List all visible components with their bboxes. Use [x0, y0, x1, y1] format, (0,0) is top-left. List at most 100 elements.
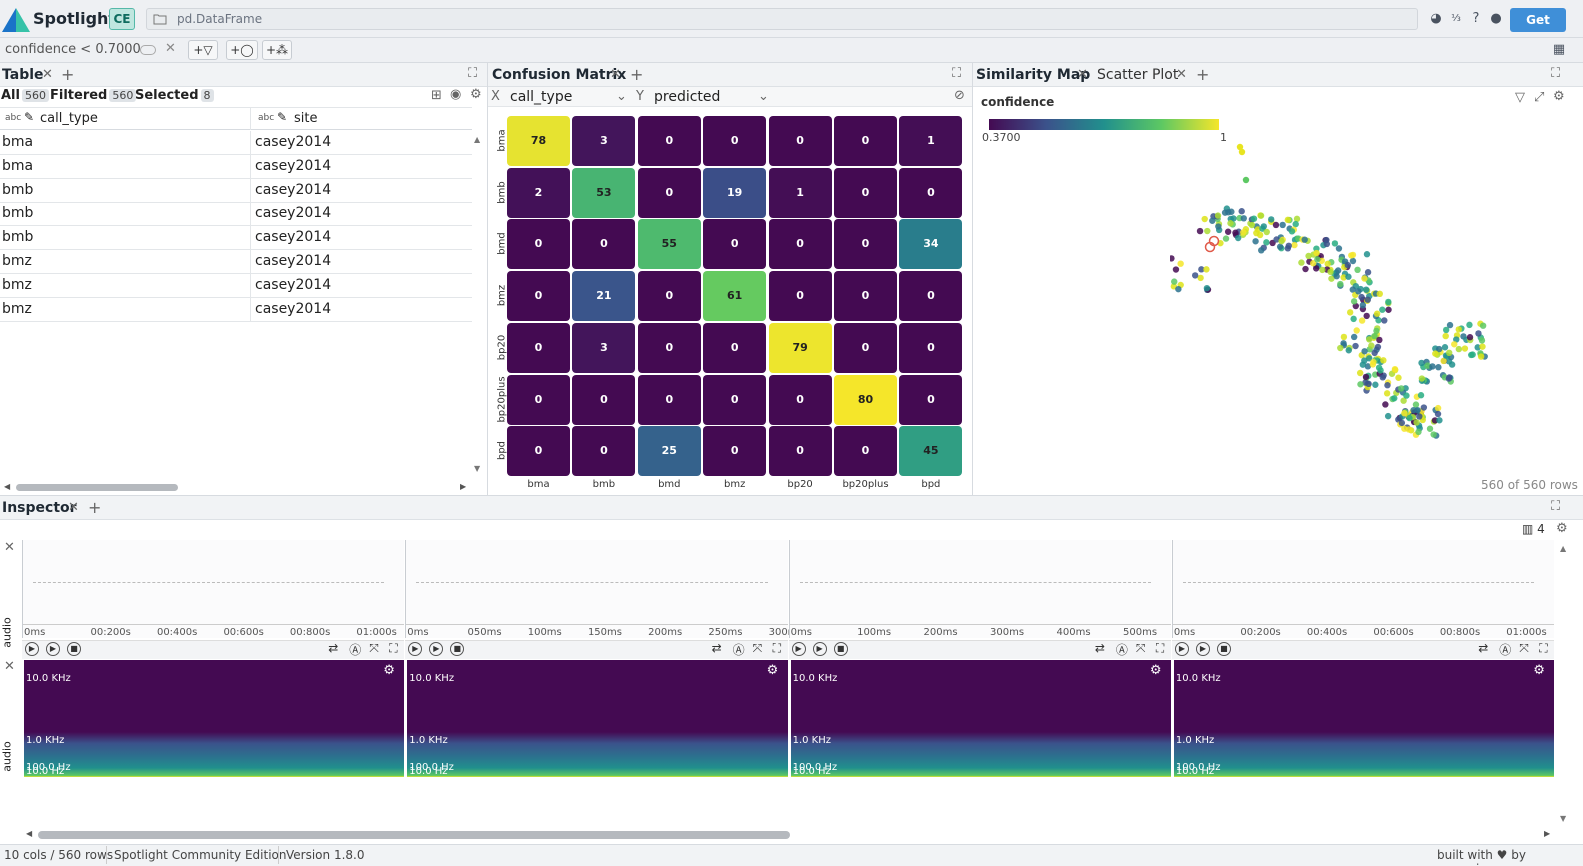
map-point[interactable]	[1278, 237, 1285, 245]
help-icon[interactable]: ?	[1472, 11, 1480, 26]
map-point[interactable]	[1240, 215, 1247, 222]
map-point[interactable]	[1291, 241, 1298, 249]
map-point[interactable]	[1442, 332, 1449, 340]
map-point[interactable]	[1346, 309, 1354, 316]
map-point[interactable]	[1260, 223, 1268, 230]
map-point[interactable]	[1363, 251, 1371, 258]
map-point[interactable]	[1224, 228, 1232, 235]
map-point[interactable]	[1376, 290, 1383, 298]
map-point[interactable]	[1391, 395, 1398, 402]
spectrogram[interactable]	[405, 660, 788, 777]
map-point[interactable]	[1401, 409, 1408, 417]
matrix-cell[interactable]: 0	[768, 426, 832, 477]
map-point[interactable]	[1227, 220, 1234, 227]
matrix-cell[interactable]: 0	[507, 322, 570, 373]
matrix-cell[interactable]: 79	[768, 322, 832, 373]
fullscreen-icon[interactable]: ⛶	[1155, 641, 1165, 655]
waveform[interactable]	[788, 540, 1171, 638]
close-tab-icon[interactable]: ✕	[1176, 67, 1187, 82]
table-row[interactable]: bmz casey2014	[0, 297, 472, 322]
map-point[interactable]	[1350, 298, 1358, 305]
map-point[interactable]	[1197, 274, 1204, 282]
maximize-icon[interactable]: ⛶	[952, 66, 962, 81]
map-point[interactable]	[1442, 326, 1450, 334]
matrix-cell[interactable]: 0	[768, 219, 832, 270]
matrix-cell[interactable]: 0	[703, 116, 767, 166]
map-point[interactable]	[1352, 342, 1359, 350]
map-point[interactable]	[1252, 238, 1259, 245]
filter-icon[interactable]: ▽	[1515, 90, 1525, 105]
scroll-left-icon[interactable]: ◀	[4, 482, 11, 491]
add-tab-icon[interactable]: +	[61, 65, 75, 84]
table-row[interactable]: bmz casey2014	[0, 250, 472, 274]
play-icon[interactable]: ▶	[429, 642, 444, 656]
map-point[interactable]	[1288, 228, 1296, 235]
map-point[interactable]	[1331, 240, 1339, 247]
map-point[interactable]	[1366, 336, 1373, 343]
matrix-cell[interactable]: 0	[834, 219, 897, 270]
matrix-cell[interactable]: 0	[703, 374, 767, 425]
map-point[interactable]	[1345, 347, 1352, 354]
palette-icon[interactable]: ◕	[1430, 11, 1442, 26]
map-point[interactable]	[1293, 215, 1301, 223]
settings-icon[interactable]: ⚙	[1553, 89, 1565, 104]
map-point[interactable]	[1379, 374, 1386, 381]
map-point[interactable]	[1477, 353, 1485, 360]
skip-back-icon[interactable]: ▶	[1174, 642, 1189, 656]
map-point[interactable]	[1228, 208, 1235, 215]
map-point[interactable]	[1410, 406, 1417, 414]
map-point[interactable]	[1416, 413, 1423, 420]
add-tag-filter-button[interactable]: +⁂	[262, 40, 292, 60]
map-point[interactable]	[1420, 404, 1428, 411]
close-tab-icon[interactable]: ✕	[1077, 67, 1088, 82]
tab-filtered[interactable]: Filtered 560	[50, 88, 137, 103]
map-point[interactable]	[1350, 315, 1357, 323]
map-point[interactable]	[1395, 374, 1402, 381]
skip-back-icon[interactable]: ▶	[791, 642, 806, 656]
map-point[interactable]	[1366, 355, 1373, 362]
matrix-cell[interactable]: 0	[507, 374, 570, 425]
map-point[interactable]	[1361, 348, 1368, 355]
map-point[interactable]	[1455, 326, 1462, 333]
map-point[interactable]	[1319, 266, 1326, 274]
map-point[interactable]	[1478, 337, 1486, 344]
map-point[interactable]	[1371, 332, 1378, 340]
map-point[interactable]	[1381, 317, 1388, 324]
map-point[interactable]	[1302, 265, 1309, 273]
map-point[interactable]	[1201, 215, 1208, 223]
matrix-cell[interactable]: 0	[507, 219, 570, 270]
map-point[interactable]	[1305, 252, 1312, 260]
map-point[interactable]	[1203, 266, 1210, 273]
matrix-cell[interactable]: 2	[507, 167, 570, 218]
map-point[interactable]	[1418, 359, 1425, 367]
matrix-cell[interactable]: 80	[834, 374, 897, 425]
map-point[interactable]	[1418, 375, 1426, 382]
map-point[interactable]	[1334, 267, 1342, 274]
zoom-fit-icon[interactable]: ⤧	[369, 641, 379, 655]
map-point[interactable]	[1337, 344, 1344, 352]
matrix-cell[interactable]: 34	[899, 219, 963, 270]
map-point[interactable]	[1424, 362, 1431, 369]
fullscreen-icon[interactable]: ⛶	[772, 641, 781, 655]
map-point[interactable]	[1340, 333, 1348, 341]
github-icon[interactable]: ●	[1490, 11, 1502, 26]
zoom-fit-icon[interactable]: ⤧	[1519, 641, 1529, 655]
matrix-cell[interactable]: 61	[703, 271, 767, 322]
settings-icon[interactable]: ⚙	[470, 87, 482, 102]
map-point[interactable]	[1313, 249, 1320, 257]
chevron-down-icon[interactable]: ⌄	[616, 89, 627, 104]
map-point[interactable]	[1361, 275, 1368, 282]
map-point[interactable]	[1364, 296, 1371, 303]
map-point[interactable]	[1474, 344, 1481, 351]
columns-icon[interactable]: ⊞	[431, 88, 442, 103]
scroll-right-icon[interactable]: ▶	[1544, 829, 1551, 838]
loop-icon[interactable]: ⇄	[1478, 641, 1489, 655]
map-point[interactable]	[1359, 361, 1367, 368]
map-point[interactable]	[1357, 381, 1364, 388]
map-point[interactable]	[1298, 259, 1305, 266]
map-point[interactable]	[1412, 401, 1420, 408]
map-point[interactable]	[1376, 336, 1383, 344]
matrix-cell[interactable]: 53	[572, 167, 636, 218]
scroll-up-icon[interactable]: ▲	[1560, 544, 1567, 553]
matrix-cell[interactable]: 0	[703, 322, 767, 373]
